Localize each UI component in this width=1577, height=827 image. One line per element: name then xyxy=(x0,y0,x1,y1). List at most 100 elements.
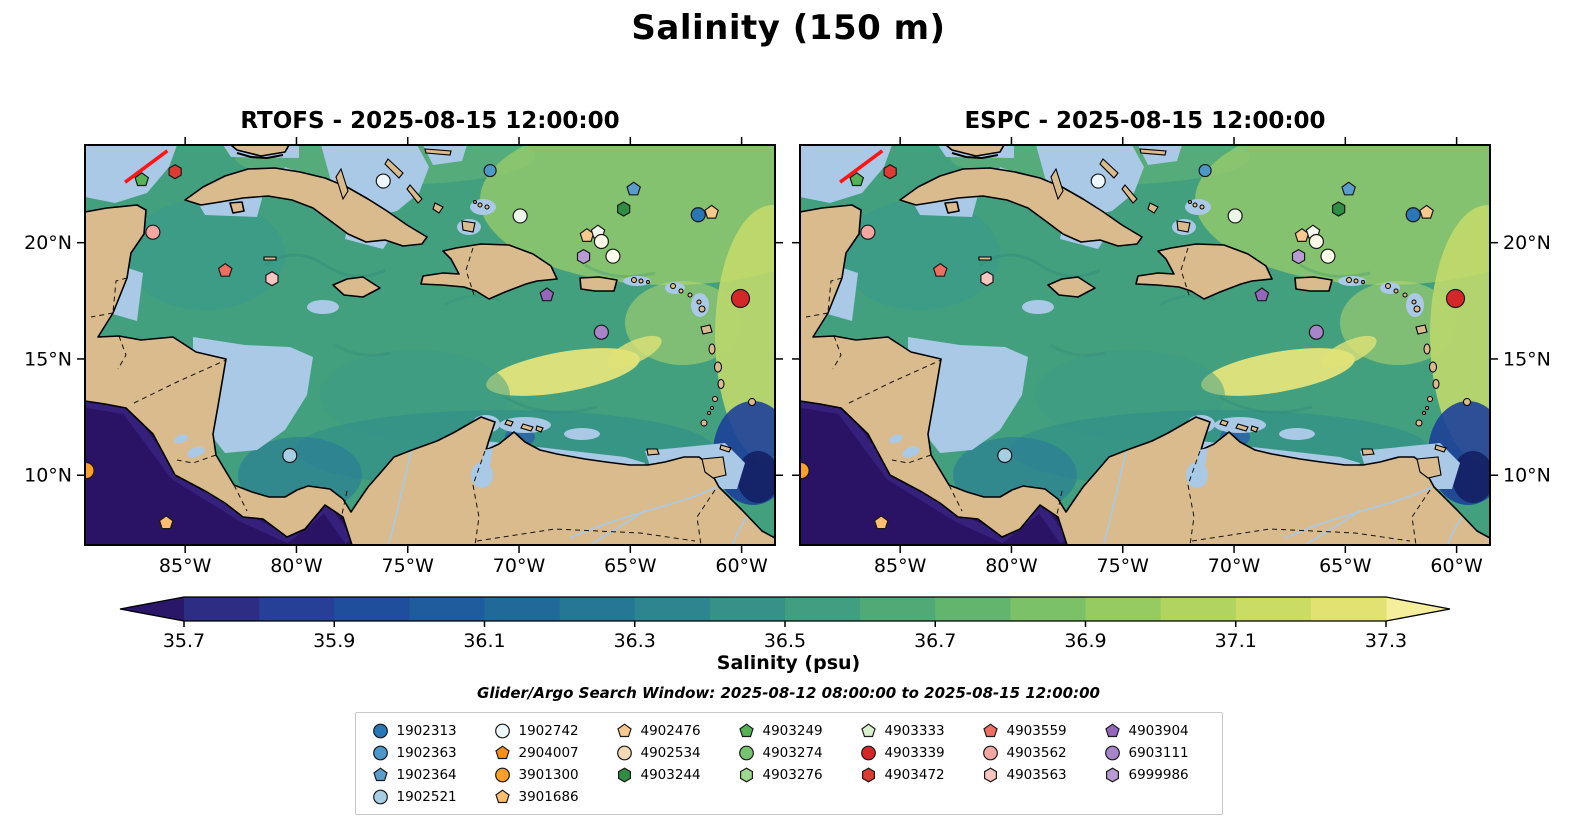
island xyxy=(335,167,349,201)
country-border xyxy=(112,277,128,313)
argo-float-marker xyxy=(265,271,279,287)
legend-item-label: 4903249 xyxy=(762,722,823,739)
legend-marker-icon xyxy=(372,767,388,782)
argo-float-marker xyxy=(134,172,150,187)
circle-marker-icon xyxy=(372,745,388,761)
legend-marker-icon xyxy=(617,767,631,783)
landmass xyxy=(944,201,960,214)
colorbar-segment xyxy=(1160,597,1237,621)
colorbar-tick-label: 37.1 xyxy=(1215,630,1257,652)
argo-float-marker xyxy=(158,515,174,530)
legend-marker-icon xyxy=(494,723,510,739)
legend-column: 1902313 1902363 1902364 1902521 xyxy=(372,721,474,806)
argo-float-marker xyxy=(1254,287,1270,302)
lat-tick-label: 15°N xyxy=(1503,348,1551,370)
legend-item: 4903274 xyxy=(738,743,840,762)
legend-item: 4903249 xyxy=(738,721,840,740)
legend-item: 4902476 xyxy=(616,721,718,740)
landmass xyxy=(1135,243,1273,300)
legend-item: 4903562 xyxy=(982,743,1084,762)
island xyxy=(263,256,277,261)
legend-marker-icon xyxy=(983,767,997,783)
panel-title-espc: ESPC - 2025-08-15 12:00:00 xyxy=(964,108,1326,134)
legend-item-label: 4903274 xyxy=(762,744,823,761)
colorbar-label: Salinity (psu) xyxy=(716,652,861,674)
argo-float-marker xyxy=(605,248,621,264)
country-border xyxy=(1187,450,1201,545)
argo-float-marker xyxy=(873,515,889,530)
country-border xyxy=(832,335,842,370)
country-border xyxy=(465,247,475,296)
legend-marker-icon xyxy=(372,745,388,761)
figure-title: Salinity (150 m) xyxy=(631,8,946,48)
legend-item-label: 4903563 xyxy=(1006,766,1067,783)
colorbar-tick-label: 35.7 xyxy=(163,630,205,652)
legend-item-label: 6903111 xyxy=(1128,744,1189,761)
legend-column: 4903333 4903339 4903472 xyxy=(860,721,962,784)
country-border xyxy=(805,312,829,318)
legend-item-label: 1902313 xyxy=(396,722,457,739)
hexagon-marker-icon xyxy=(861,767,875,783)
island xyxy=(384,158,404,179)
colorbar-segment xyxy=(484,597,561,621)
pacific-low-salinity-region xyxy=(85,401,352,545)
pentagon-marker-icon xyxy=(982,723,998,738)
circle-marker-icon xyxy=(982,745,998,761)
island xyxy=(700,324,713,335)
argo-float-marker xyxy=(800,461,810,480)
legend-item-label: 4902476 xyxy=(640,722,701,739)
lon-tick-label: 80°W xyxy=(985,555,1038,577)
landmass xyxy=(85,204,775,545)
legend-item: 4903904 xyxy=(1104,721,1206,740)
river xyxy=(589,509,646,545)
country-border xyxy=(1191,528,1411,542)
legend-marker-icon xyxy=(616,723,632,738)
argo-float-marker xyxy=(576,248,591,265)
legend-item-label: 3901300 xyxy=(518,766,579,783)
island xyxy=(1099,158,1119,179)
island xyxy=(1176,220,1191,233)
legend-column: 1902742 2904007 3901300 3901686 xyxy=(494,721,596,806)
island xyxy=(1415,324,1428,335)
argo-float-marker xyxy=(483,163,497,178)
argo-float-marker xyxy=(593,324,609,340)
landmass xyxy=(579,276,618,292)
map-frame xyxy=(84,144,776,546)
argo-float-marker xyxy=(593,233,609,250)
legend-marker-icon xyxy=(861,767,875,783)
legend-marker-icon xyxy=(1104,745,1120,761)
island xyxy=(1361,448,1375,456)
argo-float-marker xyxy=(997,447,1013,464)
circle-marker-icon xyxy=(738,745,754,761)
argo-float-marker xyxy=(217,262,233,277)
colorbar-segment xyxy=(935,597,1011,621)
argo-float-marker xyxy=(1308,324,1324,340)
legend-item: 3901686 xyxy=(494,787,596,806)
lon-tick-label: 70°W xyxy=(493,555,546,577)
argo-float-marker xyxy=(626,181,642,196)
panel-title-rtofs: RTOFS - 2025-08-15 12:00:00 xyxy=(240,108,620,134)
legend: 1902313 1902363 1902364 1902521 1902742 29040… xyxy=(354,712,1223,815)
colorbar-segment xyxy=(634,597,711,621)
legend-item-label: 4903333 xyxy=(884,722,945,739)
colorbar-tick-label: 36.1 xyxy=(463,630,505,652)
argo-float-marker xyxy=(1090,173,1106,189)
lat-tick-label: 20°N xyxy=(24,232,72,254)
florida-keys xyxy=(951,152,999,160)
map-content xyxy=(85,145,775,545)
argo-float-marker xyxy=(1198,163,1212,178)
island xyxy=(1147,202,1159,214)
circle-marker-icon xyxy=(494,767,510,783)
island xyxy=(406,184,423,204)
colorbar-segment xyxy=(785,597,861,621)
colorbar-tick-label: 36.5 xyxy=(764,630,806,652)
legend-item: 4903244 xyxy=(616,765,718,784)
landmass xyxy=(945,145,1005,157)
lon-tick-label: 80°W xyxy=(270,555,323,577)
island xyxy=(432,202,444,214)
legend-marker-icon xyxy=(616,745,632,761)
argo-float-marker xyxy=(1308,233,1324,250)
argo-float-marker xyxy=(860,224,876,240)
colorbar-segment xyxy=(1085,597,1162,621)
